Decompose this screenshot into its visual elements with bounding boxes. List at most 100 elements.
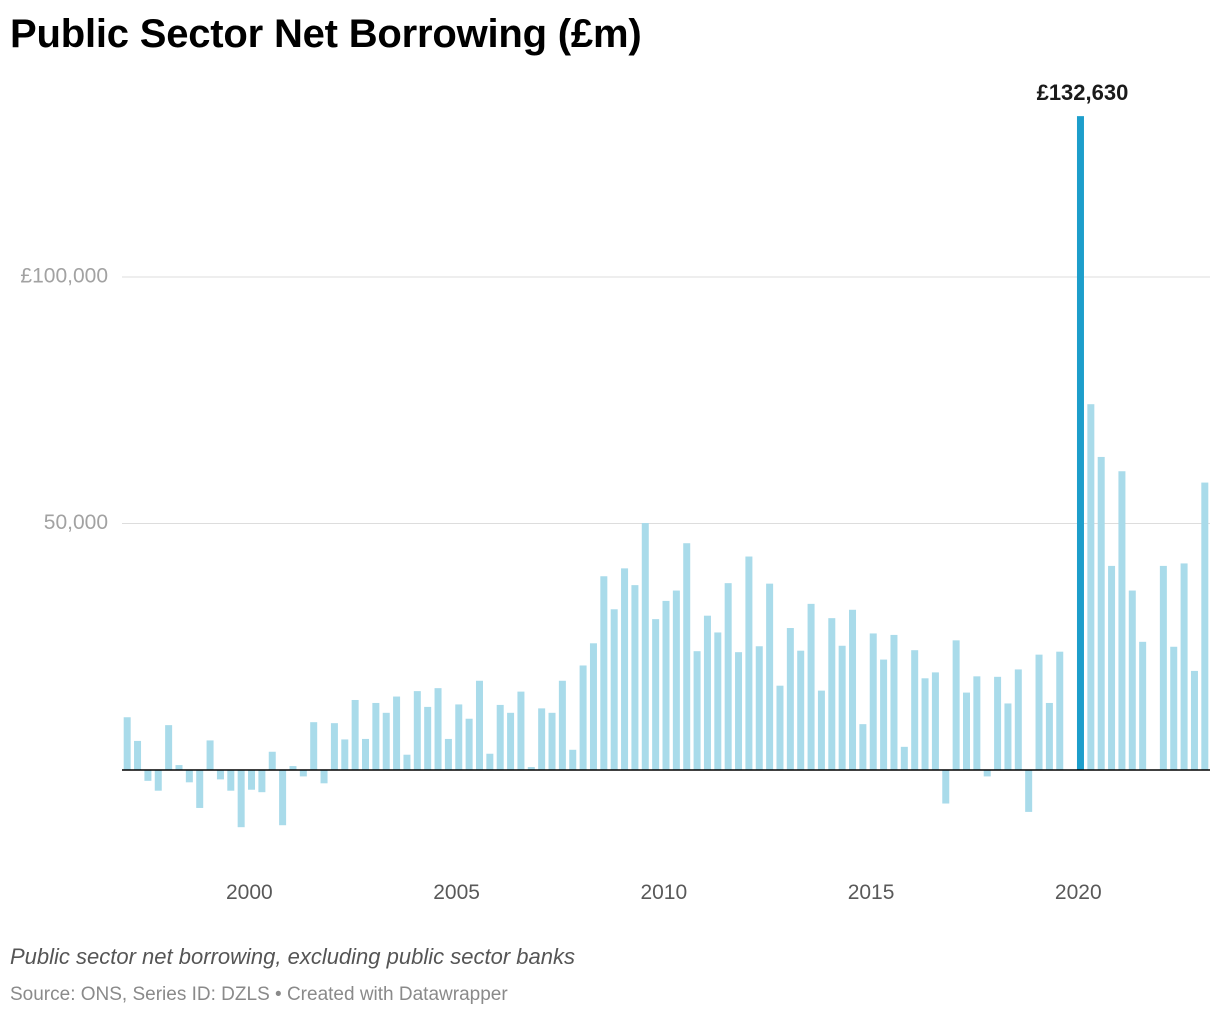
bar — [1190, 670, 1198, 770]
bar — [465, 718, 473, 770]
bar — [600, 576, 608, 770]
bar — [1045, 702, 1053, 770]
bar — [1128, 590, 1136, 770]
chart-source: Source: ONS, Series ID: DZLS • Created w… — [10, 984, 508, 1005]
bar — [610, 609, 618, 770]
bar — [766, 583, 774, 770]
bar — [538, 708, 546, 770]
bar — [735, 652, 743, 770]
bar — [693, 651, 701, 770]
bar — [714, 632, 722, 770]
bar — [931, 672, 939, 770]
bar — [165, 725, 173, 770]
bars — [123, 116, 1209, 828]
bar — [558, 680, 566, 770]
highlight-value-label: £132,630 — [1037, 80, 1129, 105]
bar — [703, 615, 711, 770]
x-tick-label: 2010 — [640, 881, 687, 904]
bar — [880, 659, 888, 770]
bar — [517, 691, 525, 770]
bar — [755, 646, 763, 770]
bar — [589, 643, 597, 770]
bar — [849, 609, 857, 770]
bar — [983, 770, 991, 777]
bar — [1201, 482, 1209, 770]
bar-chart: £100,000 50,000 2000 2005 2010 2015 2020 £132… — [20, 80, 1210, 904]
bar — [631, 585, 639, 770]
bar — [1108, 565, 1116, 770]
bar — [1087, 404, 1095, 770]
x-tick-label: 2020 — [1055, 881, 1102, 904]
bar — [797, 650, 805, 770]
bar — [859, 724, 867, 770]
bar — [413, 691, 421, 770]
bar — [455, 704, 463, 770]
bar — [994, 676, 1002, 770]
bar — [330, 723, 338, 770]
x-axis: 2000 2005 2010 2015 2020 — [226, 881, 1102, 904]
bar — [1170, 646, 1178, 770]
bar — [942, 770, 950, 804]
bar — [475, 680, 483, 770]
bar — [496, 704, 504, 770]
bar — [672, 590, 680, 770]
bar — [227, 770, 235, 791]
bar — [507, 712, 515, 770]
x-tick-label: 2015 — [848, 881, 895, 904]
bar — [1035, 654, 1043, 770]
bar — [1025, 770, 1033, 812]
bar — [952, 640, 960, 770]
bar — [641, 523, 649, 770]
bar — [911, 650, 919, 770]
y-tick-label: 50,000 — [44, 511, 108, 534]
bar — [351, 699, 359, 770]
bar — [683, 543, 691, 770]
y-tick-label: £100,000 — [20, 265, 108, 288]
bar — [724, 583, 732, 770]
bar — [1097, 456, 1105, 770]
bar — [828, 618, 836, 770]
chart-notes: Public sector net borrowing, excluding p… — [10, 944, 575, 969]
bar — [548, 712, 556, 770]
bar — [134, 740, 142, 770]
bar — [662, 600, 670, 770]
bar — [248, 770, 256, 790]
bar — [807, 603, 815, 770]
bar — [838, 645, 846, 770]
bar — [196, 770, 204, 808]
bar — [341, 739, 349, 770]
bar — [175, 765, 183, 770]
bar — [403, 754, 411, 770]
bar — [289, 766, 297, 770]
gridlines — [122, 276, 1210, 524]
chart-title: Public Sector Net Borrowing (£m) — [10, 12, 642, 56]
bar — [424, 706, 432, 770]
bar — [434, 688, 442, 770]
bar — [1118, 471, 1126, 770]
bar — [310, 722, 318, 770]
bar — [921, 678, 929, 770]
bar — [776, 685, 784, 770]
bar — [900, 746, 908, 770]
bar — [890, 634, 898, 770]
bar — [786, 628, 794, 770]
bar — [652, 619, 660, 770]
bar — [1014, 669, 1022, 770]
bar — [745, 556, 753, 770]
bar — [144, 770, 152, 781]
bar — [962, 692, 970, 770]
bar — [817, 690, 825, 770]
bar — [123, 717, 131, 770]
bar — [444, 738, 452, 770]
bar — [372, 702, 380, 770]
bar — [569, 749, 577, 770]
bar — [869, 633, 877, 770]
bar — [486, 753, 494, 770]
bar — [1159, 565, 1167, 770]
bar — [320, 770, 328, 784]
x-tick-label: 2000 — [226, 881, 273, 904]
bar — [579, 665, 587, 770]
bar-highlight — [1076, 116, 1084, 771]
bar — [1180, 563, 1188, 770]
bar — [1056, 651, 1064, 770]
